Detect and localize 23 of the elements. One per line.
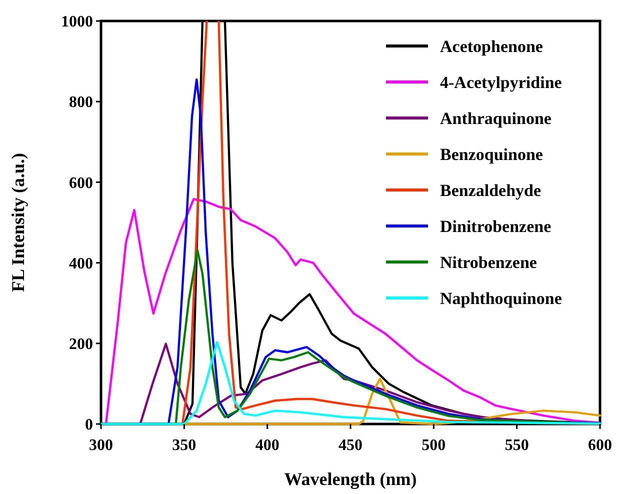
y-tick-label: 1000 bbox=[61, 14, 93, 31]
y-tick-label: 800 bbox=[69, 94, 93, 112]
y-tick-label: 0 bbox=[85, 416, 93, 434]
x-tick-label: 500 bbox=[422, 437, 446, 454]
legend-label: Benzoquinone bbox=[440, 144, 544, 164]
y-tick-label: 200 bbox=[69, 336, 93, 353]
y-axis-title: FL Intensity (a.u.) bbox=[8, 152, 28, 292]
x-tick-label: 600 bbox=[588, 437, 612, 454]
x-tick-label: 350 bbox=[172, 437, 196, 454]
x-tick-label: 400 bbox=[255, 437, 280, 454]
legend-label: Anthraquinone bbox=[440, 108, 552, 128]
legend-label: 4-Acetylpyridine bbox=[440, 72, 562, 92]
legend-label: Dinitrobenzene bbox=[440, 216, 552, 236]
legend-label: Nitrobenzene bbox=[440, 252, 538, 272]
legend-label: Naphthoquinone bbox=[440, 288, 562, 308]
x-axis-title: Wavelength (nm) bbox=[284, 469, 417, 489]
y-tick-label: 600 bbox=[69, 174, 93, 192]
legend-label: Benzaldehyde bbox=[440, 180, 542, 200]
legend-label: Acetophenone bbox=[440, 36, 544, 56]
x-tick-label: 550 bbox=[504, 437, 529, 454]
y-tick-label: 400 bbox=[69, 255, 93, 272]
x-tick-label: 450 bbox=[338, 437, 362, 454]
x-tick-label: 300 bbox=[89, 437, 113, 454]
